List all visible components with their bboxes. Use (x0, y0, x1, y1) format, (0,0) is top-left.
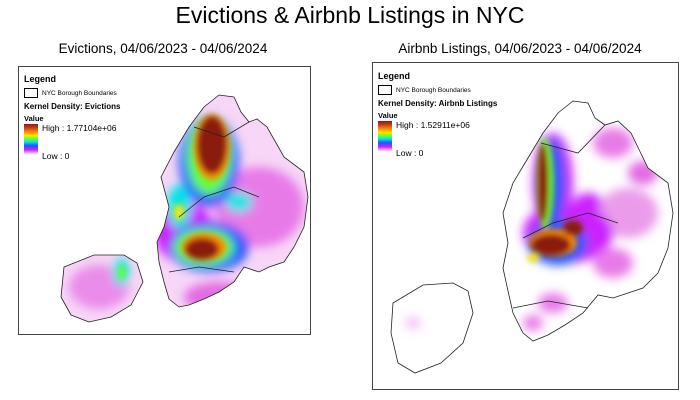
color-ramp (378, 121, 392, 152)
boundary-label: NYC Borough Boundaries (396, 86, 471, 94)
right-map-title: Airbnb Listings, 04/06/2023 - 04/06/2024 (398, 41, 642, 56)
airbnb-density-map (390, 100, 674, 374)
airbnb-legend: Legend NYC Borough Boundaries Kernel Den… (378, 71, 497, 159)
boundary-label: NYC Borough Boundaries (42, 89, 117, 97)
evictions-legend: Legend NYC Borough Boundaries Kernel Den… (24, 74, 120, 162)
boundary-swatch (24, 88, 38, 99)
boundary-swatch (378, 85, 392, 96)
layer-label: Kernel Density: Evictions (24, 102, 121, 112)
high-label: High : 1.52911e+06 (396, 120, 470, 131)
airbnb-map: Legend NYC Borough Boundaries Kernel Den… (372, 62, 679, 390)
evictions-map: Legend NYC Borough Boundaries Kernel Den… (18, 66, 311, 335)
color-ramp (24, 124, 38, 155)
legend-heading: Legend (378, 71, 411, 81)
value-label: Value (24, 113, 44, 123)
high-label: High : 1.77104e+06 (42, 123, 117, 134)
borough-boundaries (60, 94, 309, 323)
legend-heading: Legend (24, 74, 57, 84)
main-title: Evictions & Airbnb Listings in NYC (175, 2, 525, 28)
layer-label: Kernel Density: Airbnb Listings (378, 99, 498, 109)
low-label: Low : 0 (396, 148, 424, 159)
evictions-density-map (60, 94, 309, 323)
left-map-title: Evictions, 04/06/2023 - 04/06/2024 (58, 41, 268, 56)
low-label: Low : 0 (42, 151, 70, 162)
borough-boundaries (390, 100, 674, 374)
value-label: Value (378, 110, 398, 120)
